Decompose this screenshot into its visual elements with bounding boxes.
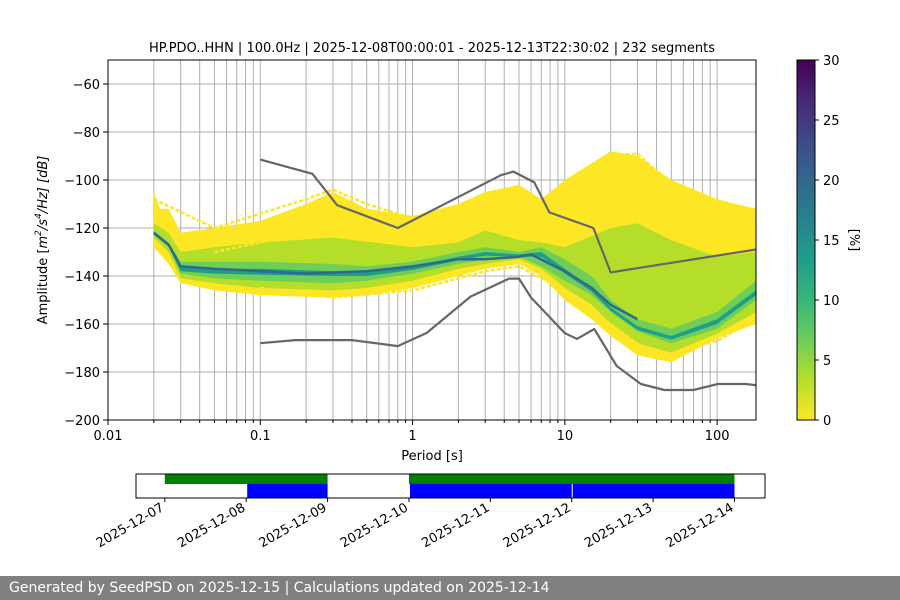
chart-title: HP.PDO..HHN | 100.0Hz | 2025-12-08T00:00… xyxy=(149,41,715,56)
timeline-span-available xyxy=(164,474,328,484)
y-tick-label: −200 xyxy=(64,414,100,429)
noise-model-nlnm xyxy=(260,277,756,392)
footer-text: Generated by SeedPSD on 2025-12-15 | Cal… xyxy=(9,580,550,596)
heatmap xyxy=(153,151,756,363)
y-tick-label: −80 xyxy=(73,126,100,141)
timeline-tick-label: 2025-12-11 xyxy=(419,500,492,551)
colorbar-gradient xyxy=(796,59,816,421)
psd-figure: HP.PDO..HHN | 100.0Hz | 2025-12-08T00:00… xyxy=(34,41,861,551)
footer-bar: Generated by SeedPSD on 2025-12-15 | Cal… xyxy=(0,576,900,600)
colorbar-tick-label: 0 xyxy=(823,414,831,429)
colorbar-label: [%] xyxy=(846,229,861,252)
colorbar-tick-label: 30 xyxy=(823,54,840,69)
psd-sparse-trace xyxy=(485,173,756,230)
colorbar-tick-label: 10 xyxy=(823,294,840,309)
psd-band-mode xyxy=(153,231,756,340)
psd-sparse-trace xyxy=(260,265,756,359)
y-tick-label: −140 xyxy=(64,270,100,285)
timeline-tick-label: 2025-12-14 xyxy=(664,500,737,551)
colorbar-tick-label: 15 xyxy=(823,234,840,249)
colorbar-tick-label: 5 xyxy=(823,354,831,369)
y-tick-label: −60 xyxy=(73,78,100,93)
x-axis: 0.01 0.1 1 10 100 xyxy=(94,420,730,444)
x-axis-label: Period [s] xyxy=(401,449,463,464)
psd-hot-trace xyxy=(153,231,639,321)
psd-sparse-trace xyxy=(153,152,756,230)
timeline-frame xyxy=(135,473,766,499)
y-tick-label: −160 xyxy=(64,318,100,333)
psd-band-core xyxy=(153,230,756,344)
timeline-span-available xyxy=(408,474,735,484)
timeline-tick-label: 2025-12-08 xyxy=(175,500,248,551)
psd-band-middle xyxy=(153,223,756,353)
y-axis-label: Amplitude [m2/s4/Hz] [dB] xyxy=(34,156,51,325)
timeline-tick-label: 2025-12-09 xyxy=(257,500,330,551)
plot-frame xyxy=(107,59,757,421)
timeline-tick-label: 2025-12-12 xyxy=(501,500,574,551)
timeline-tick-label: 2025-12-10 xyxy=(338,500,411,551)
timeline-tick-label: 2025-12-13 xyxy=(582,500,655,551)
psd-sparse-trace xyxy=(412,207,756,244)
noise-models xyxy=(260,158,756,392)
colorbar-tick-label: 25 xyxy=(823,114,840,129)
colorbar-tick-label: 20 xyxy=(823,174,840,189)
colorbar: 0 5 10 15 20 25 30 xyxy=(796,54,840,429)
x-tick-label: 100 xyxy=(705,429,730,444)
psd-sparse-trace xyxy=(540,197,756,242)
timeline-span-used xyxy=(572,484,735,498)
x-tick-label: 10 xyxy=(557,429,574,444)
x-tick-label: 1 xyxy=(408,429,416,444)
y-tick-label: −180 xyxy=(64,366,100,381)
timeline: 2025-12-07 2025-12-08 2025-12-09 2025-12-10… xyxy=(94,473,766,551)
noise-model-nhnm xyxy=(260,158,756,274)
y-axis: −60 −80 −100 −120 −140 −160 −180 −200 xyxy=(64,78,108,429)
timeline-span-used xyxy=(409,484,572,498)
y-tick-label: −120 xyxy=(64,222,100,237)
timeline-span-used xyxy=(247,484,328,498)
x-tick-label: 0.01 xyxy=(94,429,123,444)
psd-sparse-trace xyxy=(214,221,486,254)
x-tick-label: 0.1 xyxy=(250,429,271,444)
y-tick-label: −100 xyxy=(64,174,100,189)
timeline-tick-label: 2025-12-07 xyxy=(94,500,167,551)
